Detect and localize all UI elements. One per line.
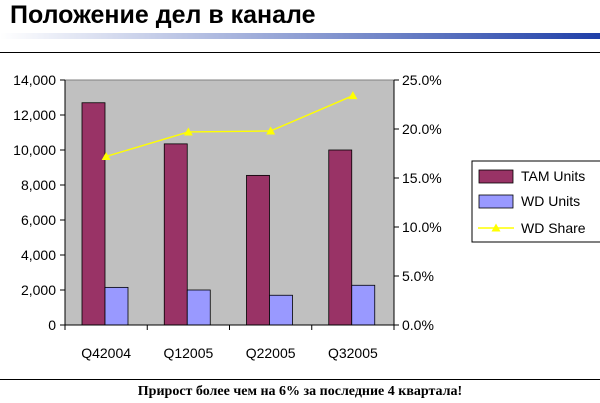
y-right-tick-label: 10.0%	[402, 219, 442, 235]
bar-tam-units-0	[81, 102, 106, 326]
point-wd-share-2	[266, 126, 276, 135]
point-wd-share-3	[348, 91, 358, 100]
y-right-tick-label: 0.0%	[402, 317, 434, 333]
bar-wd-units-1	[186, 289, 211, 326]
legend-swatch-tam-units	[478, 169, 514, 184]
title-gradient-bar	[0, 33, 600, 39]
x-tick-label: Q42004	[81, 345, 131, 361]
bar-wd-units-3	[351, 284, 376, 326]
bar-wd-units-0	[104, 286, 129, 326]
legend-label-tam-units: TAM Units	[521, 168, 585, 184]
top-rule	[0, 52, 600, 53]
y-left-tick-label: 2,000	[21, 282, 56, 298]
legend-label-wd-units: WD Units	[521, 193, 580, 209]
legend-marker-wd-share	[491, 223, 501, 232]
y-left-tick-label: 14,000	[13, 72, 56, 88]
y-left-tick-label: 12,000	[13, 107, 56, 123]
legend-swatch-wd-units	[478, 194, 514, 209]
y-left-tick-label: 8,000	[21, 177, 56, 193]
x-tick-label: Q32005	[328, 345, 378, 361]
y-right-tick-label: 15.0%	[402, 170, 442, 186]
point-wd-share-1	[183, 127, 193, 136]
share-line-layer	[101, 91, 358, 160]
axes-layer: 0 2,000 4,000 6,000 8,000 10,000 12,000 14,000 0…	[13, 72, 442, 361]
bottom-rule	[0, 379, 600, 380]
line-wd-share	[105, 95, 354, 158]
slide-caption: Прирост более чем на 6% за последние 4 к…	[137, 384, 463, 399]
y-left-tick-label: 10,000	[13, 142, 56, 158]
bar-tam-units-3	[328, 149, 353, 326]
y-left-tick-label: 6,000	[21, 212, 56, 228]
y-left-tick-label: 0	[48, 317, 56, 333]
chart-legend: TAM Units WD Units WD Share	[471, 160, 600, 243]
slide-title: Положение дел в канале	[10, 1, 316, 29]
bar-tam-units-1	[163, 143, 188, 326]
bar-wd-units-2	[269, 294, 293, 326]
bar-tam-units-2	[246, 174, 270, 326]
x-tick-label: Q22005	[246, 345, 296, 361]
y-left-tick-label: 4,000	[21, 247, 56, 263]
y-right-tick-label: 20.0%	[402, 121, 442, 137]
legend-label-wd-share: WD Share	[521, 220, 586, 236]
y-right-tick-label: 5.0%	[402, 268, 434, 284]
point-wd-share-0	[101, 151, 111, 160]
x-tick-label: Q12005	[163, 345, 213, 361]
y-right-tick-label: 25.0%	[402, 72, 442, 88]
